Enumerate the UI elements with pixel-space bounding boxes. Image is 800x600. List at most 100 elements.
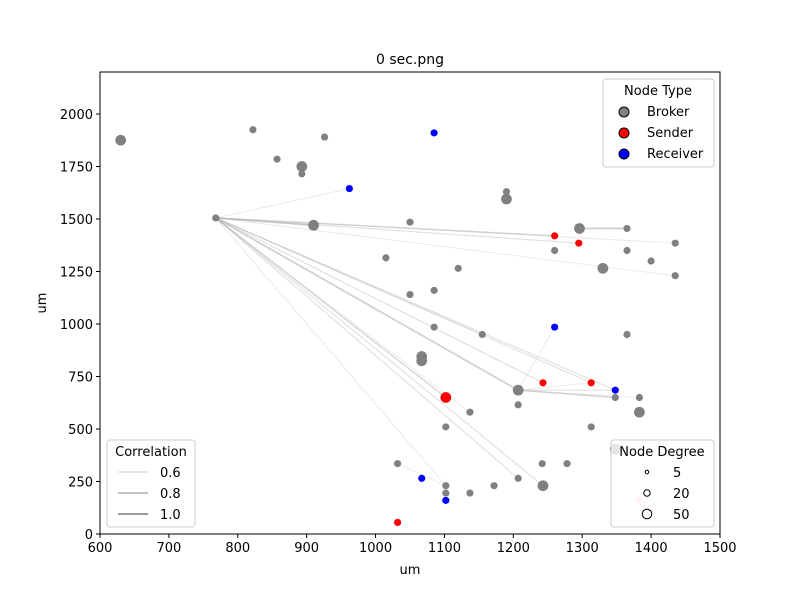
edge-line <box>397 463 447 487</box>
node-point <box>466 408 474 416</box>
edges-layer <box>215 188 676 487</box>
node-point <box>551 246 559 255</box>
legend-node-degree: Node Degree 5 20 50 <box>610 439 715 528</box>
y-tick-label: 0 <box>85 528 93 543</box>
node-point <box>430 286 438 294</box>
node-point <box>442 489 450 497</box>
node-point <box>418 474 426 482</box>
legend-correlation-box <box>106 439 196 528</box>
edge-line <box>215 217 579 244</box>
node-point <box>478 330 486 339</box>
node-point <box>611 386 619 394</box>
edge-line <box>215 217 616 391</box>
y-tick-label: 500 <box>68 423 93 438</box>
edge-line <box>215 188 350 219</box>
edge-line <box>215 217 592 384</box>
legend-degree-label-5: 5 <box>673 466 681 481</box>
node-point <box>440 392 452 403</box>
legend-broker-label: Broker <box>647 105 690 120</box>
y-tick-label: 1750 <box>60 161 93 176</box>
node-point <box>212 214 220 222</box>
node-point <box>671 239 679 247</box>
node-point <box>501 193 512 205</box>
node-point <box>416 355 428 367</box>
legend-degree-marker-50 <box>641 508 653 520</box>
node-point <box>320 133 329 141</box>
node-point <box>466 489 474 497</box>
x-tick-label: 1100 <box>428 541 461 556</box>
edge-line <box>215 217 447 486</box>
legend-node-degree-title: Node Degree <box>619 445 704 460</box>
edge-line <box>215 217 519 479</box>
node-point <box>442 482 450 490</box>
node-point <box>298 170 306 178</box>
edge-line <box>215 217 555 237</box>
legend-correlation-label-0-8: 0.8 <box>160 487 181 502</box>
x-tick-label: 1300 <box>566 541 599 556</box>
node-point <box>442 423 450 431</box>
node-point <box>406 218 414 226</box>
edge-line <box>215 217 447 399</box>
y-tick-label: 1500 <box>60 213 93 228</box>
nodes-layer <box>115 126 679 527</box>
node-point <box>502 188 511 196</box>
legend-correlation-title: Correlation <box>115 445 187 460</box>
edge-line <box>215 217 676 244</box>
node-point <box>308 219 319 231</box>
node-point <box>623 330 631 339</box>
node-point <box>671 272 679 280</box>
x-tick-label: 1400 <box>635 541 668 556</box>
node-point <box>296 161 308 172</box>
node-point <box>430 129 438 137</box>
node-point <box>442 496 450 504</box>
edge-line <box>518 389 640 398</box>
node-point <box>574 223 585 234</box>
legend-node-type-box <box>602 78 715 168</box>
legend-broker-marker <box>618 106 630 118</box>
y-tick-label: 1000 <box>60 318 93 333</box>
x-tick-label: 800 <box>225 541 250 556</box>
node-point <box>635 393 643 402</box>
x-tick-label: 900 <box>294 541 319 556</box>
node-point <box>551 232 559 240</box>
edge-line <box>518 382 592 391</box>
y-tick-label: 250 <box>68 476 93 491</box>
x-axis: 600 700 800 900 1000 1100 1200 1300 1400 1500 <box>88 534 737 556</box>
x-axis-label: um <box>400 563 421 578</box>
legend-receiver-label: Receiver <box>647 147 704 162</box>
edge-line <box>215 217 519 391</box>
node-point <box>394 518 402 527</box>
y-tick-label: 2000 <box>60 108 93 123</box>
y-axis: 0 250 500 750 1000 1250 1500 1750 2000 <box>60 108 100 543</box>
legend-node-type: Node Type Broker Sender Receiver <box>602 78 715 168</box>
node-point <box>597 262 609 274</box>
node-point <box>611 393 619 402</box>
node-point <box>406 291 414 299</box>
x-tick-label: 1500 <box>703 541 736 556</box>
edge-line <box>518 389 616 399</box>
x-tick-label: 700 <box>156 541 181 556</box>
edge-line <box>215 217 544 384</box>
legend-correlation-label-1-0: 1.0 <box>160 508 181 523</box>
node-point <box>623 246 631 255</box>
node-point <box>634 406 645 418</box>
node-point <box>249 126 257 134</box>
node-point <box>587 379 595 387</box>
x-tick-label: 1000 <box>359 541 392 556</box>
legend-sender-label: Sender <box>647 126 694 141</box>
legend-degree-label-50: 50 <box>673 508 690 523</box>
chart-title: 0 sec.png <box>376 52 444 68</box>
x-tick-label: 1200 <box>497 541 530 556</box>
legend-degree-marker-20 <box>643 489 651 497</box>
node-point <box>345 184 353 193</box>
node-point <box>538 460 546 468</box>
legend-sender-marker <box>618 127 630 139</box>
node-point <box>563 460 571 468</box>
legend-correlation: Correlation 0.6 0.8 1.0 <box>106 439 196 528</box>
y-tick-label: 750 <box>68 371 93 386</box>
legend-degree-marker-5 <box>644 469 650 475</box>
edge-line <box>215 217 471 413</box>
x-tick-label: 600 <box>88 541 113 556</box>
edge-line <box>517 326 556 391</box>
